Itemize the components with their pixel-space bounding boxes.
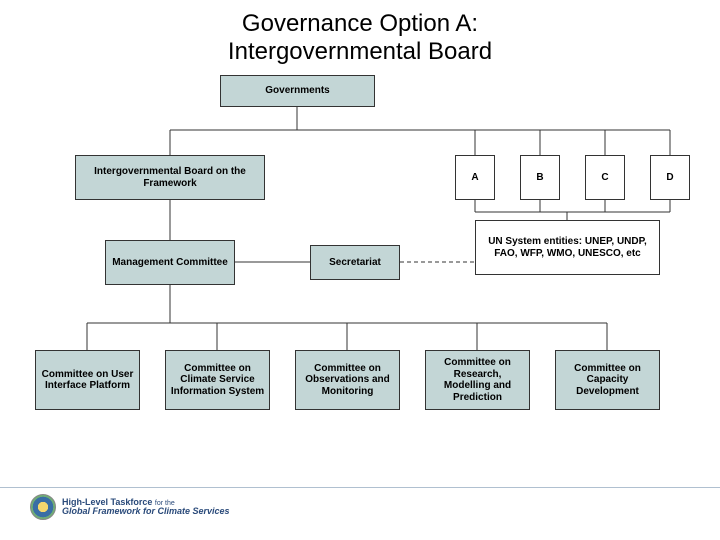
box-governments-label: Governments — [265, 85, 329, 97]
box-c4: Committee on Research, Modelling and Pre… — [425, 350, 530, 410]
box-secretariat: Secretariat — [310, 245, 400, 280]
box-c3-label: Committee on Observations and Monitoring — [300, 363, 395, 398]
footer: High-Level Taskforce for the Global Fram… — [0, 487, 720, 520]
box-c-label: C — [601, 172, 608, 184]
box-un: UN System entities: UNEP, UNDP, FAO, WFP… — [475, 220, 660, 275]
box-c3: Committee on Observations and Monitoring — [295, 350, 400, 410]
box-d-label: D — [666, 172, 673, 184]
box-mgmt: Management Committee — [105, 240, 235, 285]
box-c5-label: Committee on Capacity Development — [560, 363, 655, 398]
box-c: C — [585, 155, 625, 200]
box-igb: Intergovernmental Board on the Framework — [75, 155, 265, 200]
box-c2-label: Committee on Climate Service Information… — [170, 363, 265, 398]
box-c5: Committee on Capacity Development — [555, 350, 660, 410]
footer-text: High-Level Taskforce for the Global Fram… — [62, 498, 230, 516]
box-a-label: A — [471, 172, 478, 184]
box-d: D — [650, 155, 690, 200]
footer-line2: Global Framework for Climate Services — [62, 507, 230, 516]
box-un-label: UN System entities: UNEP, UNDP, FAO, WFP… — [480, 236, 655, 259]
page-title: Governance Option A: Intergovernmental B… — [0, 0, 720, 65]
box-c4-label: Committee on Research, Modelling and Pre… — [430, 357, 525, 403]
box-c1: Committee on User Interface Platform — [35, 350, 140, 410]
box-mgmt-label: Management Committee — [112, 257, 228, 269]
box-governments: Governments — [220, 75, 375, 107]
box-c2: Committee on Climate Service Information… — [165, 350, 270, 410]
box-b: B — [520, 155, 560, 200]
box-igb-label: Intergovernmental Board on the Framework — [80, 166, 260, 189]
box-secretariat-label: Secretariat — [329, 257, 381, 269]
box-c1-label: Committee on User Interface Platform — [40, 369, 135, 392]
box-a: A — [455, 155, 495, 200]
taskforce-logo-icon — [30, 494, 56, 520]
title-line1: Governance Option A: — [242, 10, 478, 37]
title-line2: Intergovernmental Board — [228, 38, 492, 65]
box-b-label: B — [536, 172, 543, 184]
org-chart: Governments Intergovernmental Board on th… — [0, 65, 720, 475]
